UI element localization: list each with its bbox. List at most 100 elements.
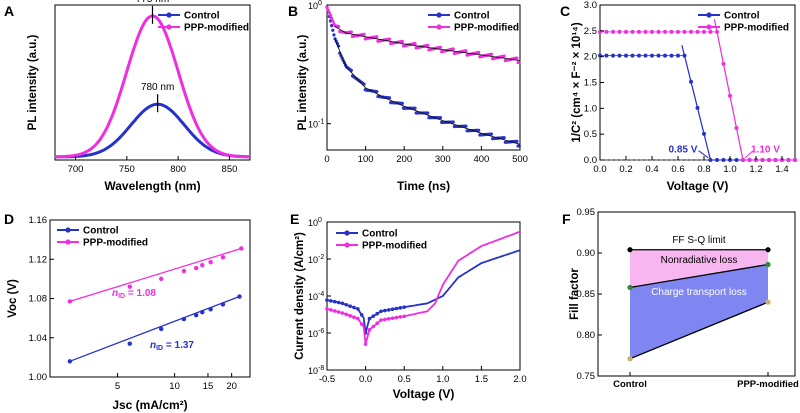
panel-e-ytick-label: 100 bbox=[308, 217, 322, 228]
panel-c-xtick-label: 0.6 bbox=[671, 164, 684, 175]
panel-f-point-low bbox=[627, 356, 633, 362]
panel-letter-f: F bbox=[562, 211, 571, 227]
panel-b-xtick-label: 400 bbox=[473, 154, 489, 165]
panel-c-fit-line bbox=[681, 45, 712, 161]
panel-e-xtick-label: 1.5 bbox=[475, 374, 488, 385]
panel-e-point-control bbox=[340, 301, 345, 306]
panel-b-point-control bbox=[400, 101, 404, 105]
panel-e-point-control bbox=[390, 307, 395, 311]
panel-d-ideality-label-ppp: nID = 1.08 bbox=[112, 288, 156, 300]
panel-b-legend-marker bbox=[436, 12, 442, 18]
panel-b-ytick-label: 10-1 bbox=[308, 119, 324, 130]
panel-e-point-ppp bbox=[379, 318, 383, 322]
panel-b-ytick-label: 100 bbox=[308, 0, 322, 11]
panel-e-point-control bbox=[371, 314, 376, 318]
panel-f-ytick-label: 0.80 bbox=[577, 330, 596, 341]
panel-c-xtick-label: 1.2 bbox=[749, 164, 762, 175]
panel-f-ytick-label: 0.85 bbox=[577, 289, 596, 300]
panel-a-legend-label: Control bbox=[184, 11, 220, 22]
panel-e-point-control bbox=[379, 309, 383, 314]
panel-c-xtick-label: 0.8 bbox=[697, 164, 710, 175]
panel-d-ytick-label: 1.12 bbox=[29, 254, 48, 265]
panel-e-point-ppp bbox=[402, 314, 407, 319]
panel-e-point-ppp bbox=[383, 317, 387, 322]
panel-f-point-mid bbox=[765, 261, 771, 268]
panel-a-xlabel: Wavelength (nm) bbox=[104, 179, 200, 193]
panel-d-ylabel: Voc (V) bbox=[7, 279, 19, 318]
panel-e-point-control bbox=[375, 311, 379, 316]
panel-b-point-control bbox=[413, 106, 417, 110]
panel-e-ytick-label: 10-8 bbox=[308, 365, 324, 376]
panel-d-xtick-label: 10 bbox=[169, 381, 180, 392]
panel-e-ylabel: Current density (A/cm²) bbox=[294, 232, 306, 360]
panel-e-point-ppp bbox=[325, 307, 329, 311]
panel-b-point-ppp bbox=[426, 43, 430, 47]
panel-d-xlabel: Jsc (mA/cm²) bbox=[112, 398, 187, 412]
panel-c-xlabel: Voltage (V) bbox=[667, 179, 729, 193]
panel-c-xtick-label: 0.2 bbox=[619, 164, 632, 175]
panel-c-ytick-label: 1.5 bbox=[584, 78, 597, 89]
panel-b-point-ppp bbox=[489, 52, 494, 56]
panel-e-point-control bbox=[383, 308, 387, 313]
panel-d-legend-label: PPP-modified bbox=[83, 238, 148, 249]
panel-c-ylabel: 1/C² (cm⁴ × F⁻² × 10¹⁴) bbox=[571, 22, 583, 143]
panel-b-legend-label: PPP-modified bbox=[454, 23, 519, 34]
panel-b-point-ppp bbox=[325, 5, 329, 9]
panel-d-ytick-label: 1.16 bbox=[29, 215, 48, 226]
panel-e-point-ppp bbox=[375, 321, 379, 326]
panel-f-transport-area bbox=[630, 264, 768, 359]
panel-c-ytick-label: 3.0 bbox=[584, 0, 597, 11]
panel-c-ytick-label: 0.5 bbox=[584, 129, 597, 140]
panel-d-point-ppp bbox=[239, 246, 244, 251]
panel-b-point-control bbox=[464, 124, 468, 128]
panel-b-point-ppp bbox=[387, 37, 392, 41]
panel-c-ytick-label: 2.5 bbox=[584, 26, 597, 37]
panel-d-point-ppp bbox=[127, 284, 132, 289]
panel-c-xtick-label: 0.0 bbox=[593, 164, 606, 175]
panel-d-fit-line-ppp bbox=[69, 247, 242, 303]
panel-e-ytick-label: 10-6 bbox=[308, 328, 324, 339]
panel-d-fit-line-control bbox=[69, 295, 240, 362]
panel-f-nonradiative-label: Nonradiative loss bbox=[661, 255, 738, 266]
panel-e-point-ppp bbox=[352, 315, 356, 320]
panel-a-peak-label: 780 nm bbox=[141, 82, 174, 93]
panel-b-point-ppp bbox=[477, 50, 481, 55]
panel-f-nonradiative-area bbox=[630, 249, 768, 288]
panel-e-point-control bbox=[348, 304, 352, 308]
panel-e-legend-label: PPP-modified bbox=[362, 241, 427, 252]
panel-b-point-ppp bbox=[331, 19, 335, 23]
panel-b-point-ppp bbox=[362, 32, 366, 36]
panel-b-point-control bbox=[331, 28, 335, 32]
panel-d-legend-label: Control bbox=[83, 226, 119, 237]
panel-d-legend-marker bbox=[65, 239, 71, 245]
panel-b-point-control bbox=[451, 120, 455, 124]
panel-a-xtick-label: 800 bbox=[170, 164, 186, 175]
panel-a-xtick-label: 750 bbox=[119, 164, 135, 175]
panel-a-legend-marker bbox=[166, 12, 172, 18]
panel-d-point-control bbox=[127, 341, 132, 346]
panel-c-legend-label: Control bbox=[724, 11, 760, 22]
panel-e-point-control bbox=[359, 313, 364, 317]
panel-e-point-control bbox=[386, 308, 391, 312]
panel-e-point-ppp bbox=[386, 317, 391, 321]
panel-b-axes bbox=[326, 4, 521, 151]
panel-e-point-ppp bbox=[398, 315, 403, 319]
panel-d-point-control bbox=[208, 307, 213, 312]
panel-f-category-label: Control bbox=[613, 379, 647, 390]
panel-d-point-control bbox=[193, 312, 199, 318]
panel-b-point-control bbox=[332, 33, 336, 37]
panel-d-point-ppp bbox=[220, 255, 226, 260]
panel-e-point-control bbox=[402, 305, 407, 309]
panel-letter-a: A bbox=[4, 3, 14, 19]
panel-e-point-control bbox=[367, 316, 372, 321]
panel-c-legend-marker bbox=[706, 12, 712, 18]
panel-b-fit-line bbox=[334, 38, 521, 145]
panel-f-point-low bbox=[765, 299, 771, 305]
panel-e-xlabel: Voltage (V) bbox=[393, 387, 455, 401]
panel-b-point-control bbox=[387, 96, 392, 100]
panel-b-ylabel: PL intensity (a.u.) bbox=[297, 35, 309, 131]
panel-d-ideality-label-control: nID = 1.37 bbox=[150, 340, 194, 352]
panel-letter-d: D bbox=[4, 211, 14, 227]
panel-e-point-ppp bbox=[367, 327, 372, 332]
panel-c-xtick-label: 1.0 bbox=[723, 164, 736, 175]
